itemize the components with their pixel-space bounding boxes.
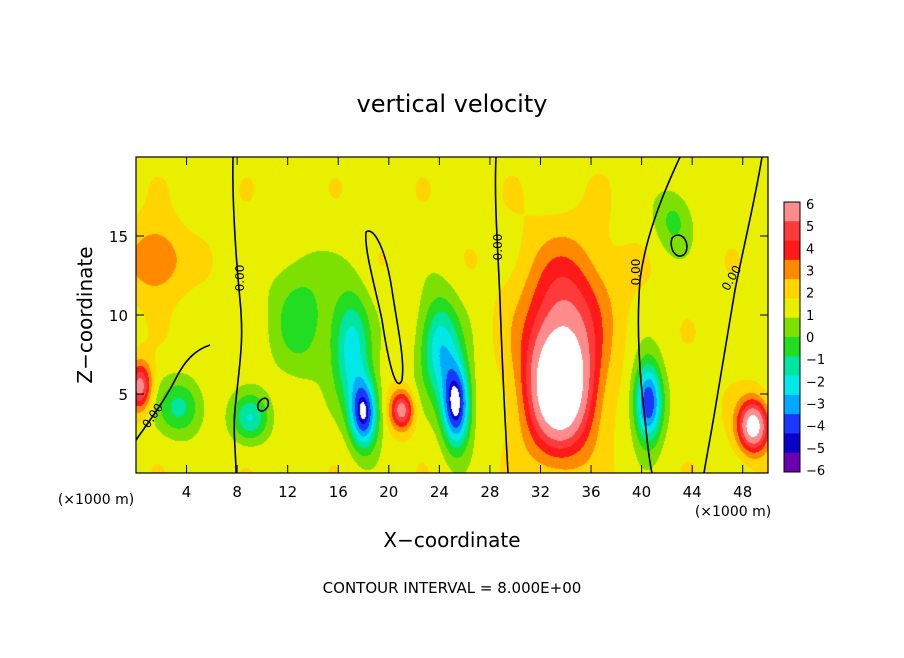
colorbar-swatch [784, 394, 800, 415]
x-tick-label: 12 [278, 483, 297, 501]
zero-contour-line [703, 156, 763, 474]
colorbar-swatch [784, 414, 800, 434]
colorbar-label: 2 [806, 287, 814, 302]
colorbar-frame [783, 201, 801, 473]
contour-lines [135, 156, 763, 474]
y-axis: 5 10 15 [109, 228, 768, 404]
contour-label: 0.00 [629, 259, 643, 286]
zero-contour-line [494, 156, 509, 474]
x-tick-label: 32 [531, 483, 550, 501]
colorbar-label: −6 [806, 464, 825, 479]
x-unit-note-right: (×1000 m) [695, 504, 771, 520]
x-tick-label: 8 [232, 483, 242, 501]
contour-label: 0.00 [491, 234, 505, 261]
colorbar-swatch [784, 202, 800, 222]
x-tick-label: 16 [329, 483, 348, 501]
zero-contour-line [232, 156, 243, 474]
zero-contour-line [637, 156, 681, 474]
colorbar-swatch [784, 259, 800, 280]
colorbar-swatch [784, 356, 800, 377]
x-tick-label: 20 [379, 483, 398, 501]
colorbar-label: −4 [806, 420, 825, 435]
colorbar-label: −3 [806, 398, 825, 413]
colorbar-label: 4 [806, 242, 814, 257]
contour-interval-note: CONTOUR INTERVAL = 8.000E+00 [323, 579, 582, 597]
x-axis: 4 8 12 16 20 24 28 32 36 40 44 48 [182, 157, 752, 501]
contour-labels: 0.00 0.00 0.00 0.00 0.00 [139, 234, 744, 431]
colorbar-swatch [784, 375, 800, 396]
chart-title: vertical velocity [357, 90, 548, 118]
x-axis-label: X−coordinate [383, 528, 520, 552]
colorbar-swatch [784, 298, 800, 319]
colorbar-swatch [784, 240, 800, 261]
x-tick-label: 4 [182, 483, 192, 501]
x-tick-label: 40 [632, 483, 651, 501]
x-tick-label: 44 [683, 483, 702, 501]
y-tick-label: 10 [109, 307, 128, 325]
colorbar-label: −5 [806, 442, 825, 457]
zero-contour-line [365, 230, 404, 385]
colorbar-swatch [784, 433, 800, 454]
zero-contour-line [256, 397, 270, 412]
x-tick-label: 28 [480, 483, 499, 501]
heatmap-field [136, 157, 768, 473]
y-tick-label: 15 [109, 228, 128, 246]
contour-label: 0.00 [233, 265, 247, 292]
x-tick-label: 48 [733, 483, 752, 501]
x-unit-note-left: (×1000 m) [58, 492, 134, 508]
colorbar-label: 3 [806, 265, 814, 280]
colorbar-swatch [784, 452, 800, 473]
zero-contour-line [135, 344, 211, 441]
colorbar-label: 0 [806, 331, 814, 346]
x-tick-label: 36 [581, 483, 600, 501]
colorbar-label: −1 [806, 353, 825, 368]
colorbar-label: −2 [806, 375, 825, 390]
x-tick-label: 24 [430, 483, 449, 501]
y-tick-label: 5 [118, 386, 128, 404]
zero-contour-line [670, 234, 688, 257]
colorbar-label: 5 [806, 220, 814, 235]
colorbar-swatch [784, 337, 800, 357]
colorbar-swatch [784, 279, 800, 299]
colorbar-swatch [784, 317, 800, 338]
colorbar: 6 5 4 3 2 1 0 −1 −2 −3 −4 −5 −6 [783, 198, 825, 479]
y-axis-label: Z−coordinate [73, 246, 97, 383]
colorbar-swatch [784, 221, 800, 242]
colorbar-label: 1 [806, 309, 814, 324]
colorbar-label: 6 [806, 198, 814, 213]
